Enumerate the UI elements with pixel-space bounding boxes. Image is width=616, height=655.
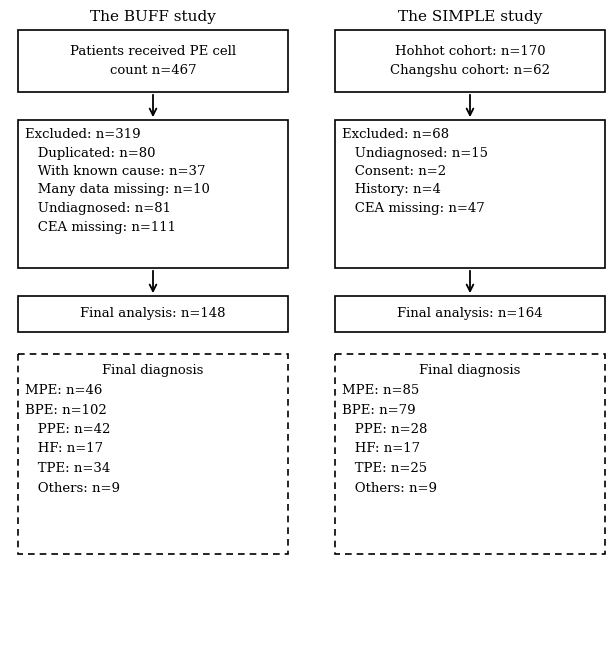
Text: MPE: n=85
BPE: n=79
   PPE: n=28
   HF: n=17
   TPE: n=25
   Others: n=9: MPE: n=85 BPE: n=79 PPE: n=28 HF: n=17 T…	[342, 384, 437, 495]
Text: Final analysis: n=148: Final analysis: n=148	[80, 307, 225, 320]
Text: Final analysis: n=164: Final analysis: n=164	[397, 307, 543, 320]
Text: Hohhot cohort: n=170
Changshu cohort: n=62: Hohhot cohort: n=170 Changshu cohort: n=…	[390, 45, 550, 77]
Text: MPE: n=46
BPE: n=102
   PPE: n=42
   HF: n=17
   TPE: n=34
   Others: n=9: MPE: n=46 BPE: n=102 PPE: n=42 HF: n=17 …	[25, 384, 120, 495]
Bar	[18, 30, 288, 92]
Text: Final diagnosis: Final diagnosis	[102, 364, 204, 377]
Bar	[335, 120, 605, 268]
Bar	[18, 120, 288, 268]
Bar	[335, 296, 605, 332]
Text: The SIMPLE study: The SIMPLE study	[398, 10, 542, 24]
Text: Excluded: n=319
   Duplicated: n=80
   With known cause: n=37
   Many data missi: Excluded: n=319 Duplicated: n=80 With kn…	[25, 128, 210, 233]
Text: The BUFF study: The BUFF study	[90, 10, 216, 24]
Text: Patients received PE cell
count n=467: Patients received PE cell count n=467	[70, 45, 236, 77]
Bar	[335, 354, 605, 554]
Text: Final diagnosis: Final diagnosis	[419, 364, 521, 377]
Bar	[18, 354, 288, 554]
Text: Excluded: n=68
   Undiagnosed: n=15
   Consent: n=2
   History: n=4
   CEA missi: Excluded: n=68 Undiagnosed: n=15 Consent…	[342, 128, 488, 215]
Bar	[18, 296, 288, 332]
Bar	[335, 30, 605, 92]
